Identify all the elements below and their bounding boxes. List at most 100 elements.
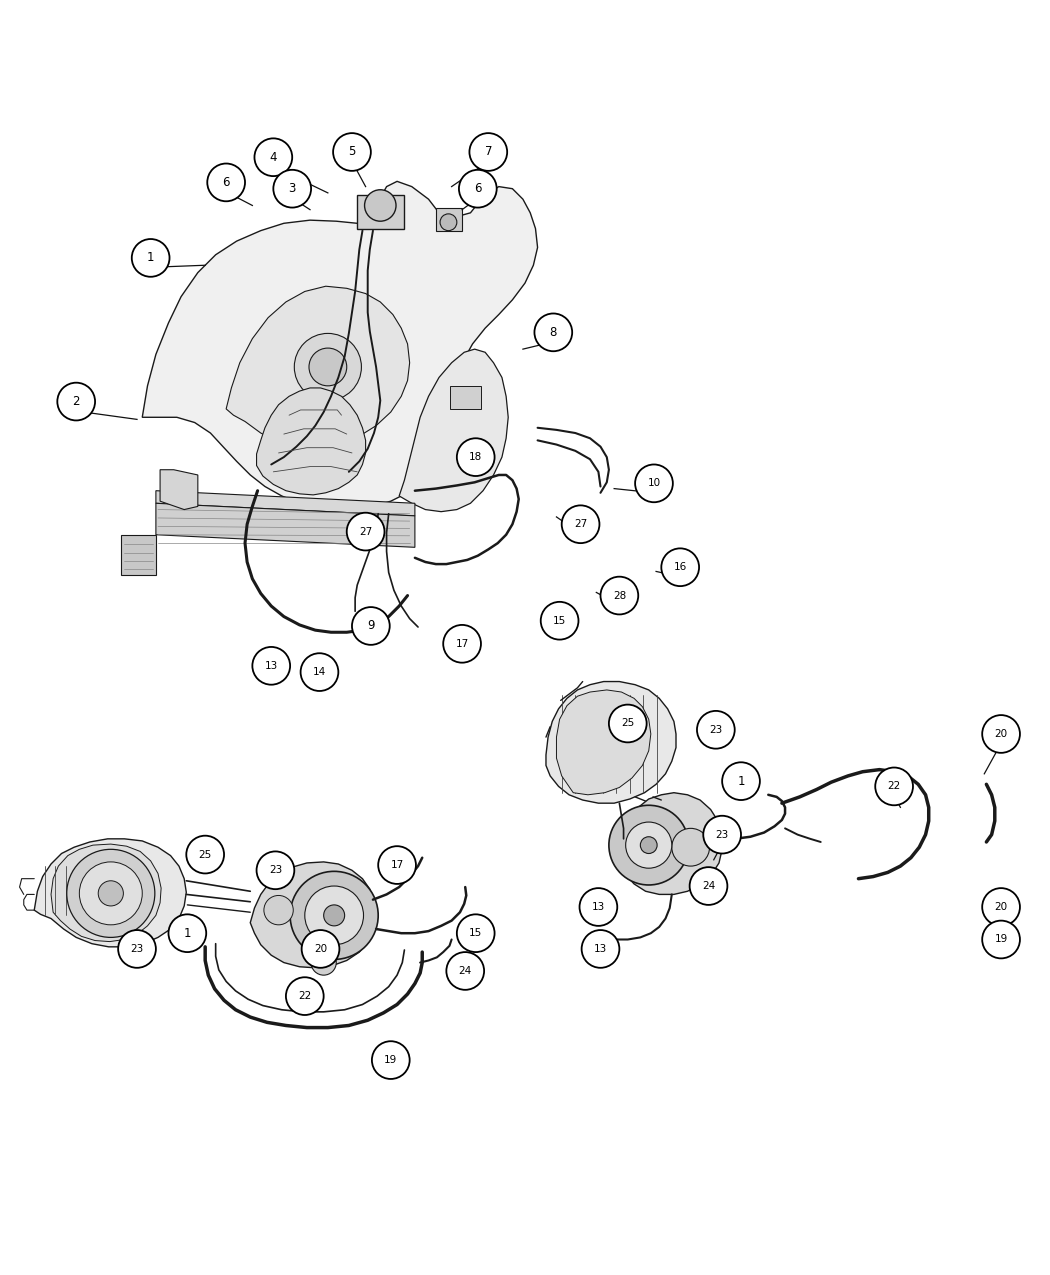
Circle shape <box>459 170 497 208</box>
Circle shape <box>580 889 617 926</box>
Polygon shape <box>122 534 155 575</box>
Text: 13: 13 <box>265 660 278 671</box>
Text: 7: 7 <box>484 145 492 158</box>
Circle shape <box>457 439 495 476</box>
Text: 27: 27 <box>574 519 587 529</box>
Polygon shape <box>160 469 197 510</box>
Circle shape <box>982 889 1020 926</box>
Circle shape <box>443 625 481 663</box>
Circle shape <box>609 806 689 885</box>
Polygon shape <box>51 844 161 942</box>
Circle shape <box>252 646 290 685</box>
Circle shape <box>601 576 638 615</box>
Circle shape <box>672 829 710 866</box>
Polygon shape <box>142 181 538 510</box>
Text: 14: 14 <box>313 667 327 677</box>
Circle shape <box>446 952 484 989</box>
Circle shape <box>690 867 728 905</box>
Circle shape <box>311 950 336 975</box>
Text: 3: 3 <box>289 182 296 195</box>
Text: 17: 17 <box>456 639 468 649</box>
Circle shape <box>346 513 384 551</box>
Text: 20: 20 <box>314 944 328 954</box>
Polygon shape <box>35 839 186 947</box>
Text: 2: 2 <box>72 395 80 408</box>
Circle shape <box>372 1042 410 1079</box>
Circle shape <box>722 762 760 799</box>
Bar <box>357 195 404 228</box>
Circle shape <box>440 214 457 231</box>
Bar <box>449 386 481 409</box>
Text: 1: 1 <box>737 775 744 788</box>
Text: 1: 1 <box>184 927 191 940</box>
Text: 17: 17 <box>391 861 403 870</box>
Text: 20: 20 <box>994 729 1008 740</box>
Circle shape <box>286 977 323 1015</box>
Circle shape <box>469 133 507 171</box>
Text: 23: 23 <box>715 830 729 840</box>
Circle shape <box>364 190 396 221</box>
Text: 27: 27 <box>359 527 373 537</box>
Circle shape <box>982 921 1020 959</box>
Circle shape <box>457 914 495 952</box>
Text: 16: 16 <box>673 562 687 572</box>
Circle shape <box>609 705 647 742</box>
Polygon shape <box>155 491 415 516</box>
Circle shape <box>704 816 741 853</box>
Text: 23: 23 <box>709 724 722 734</box>
Circle shape <box>309 348 346 386</box>
Circle shape <box>290 871 378 959</box>
Text: 5: 5 <box>349 145 356 158</box>
Text: 19: 19 <box>994 935 1008 945</box>
Text: 13: 13 <box>594 944 607 954</box>
Circle shape <box>378 847 416 884</box>
Circle shape <box>294 333 361 400</box>
Polygon shape <box>226 286 410 446</box>
Text: 25: 25 <box>198 849 212 859</box>
Circle shape <box>982 715 1020 752</box>
Text: 20: 20 <box>994 901 1008 912</box>
Circle shape <box>58 382 96 421</box>
Text: 22: 22 <box>887 782 901 792</box>
Circle shape <box>562 505 600 543</box>
Bar <box>436 208 462 231</box>
Circle shape <box>876 768 914 806</box>
Polygon shape <box>256 388 365 495</box>
Polygon shape <box>399 349 508 511</box>
Circle shape <box>207 163 245 201</box>
Circle shape <box>534 314 572 351</box>
Text: 15: 15 <box>553 616 566 626</box>
Text: 13: 13 <box>592 901 605 912</box>
Circle shape <box>131 238 169 277</box>
Text: 22: 22 <box>298 991 312 1001</box>
Circle shape <box>119 929 155 968</box>
Circle shape <box>626 822 672 868</box>
Text: 6: 6 <box>474 182 482 195</box>
Text: 9: 9 <box>368 620 375 632</box>
Circle shape <box>99 881 124 907</box>
Circle shape <box>67 849 154 937</box>
Circle shape <box>254 139 292 176</box>
Polygon shape <box>250 862 375 968</box>
Text: 28: 28 <box>613 590 626 601</box>
Text: 4: 4 <box>270 150 277 163</box>
Circle shape <box>273 170 311 208</box>
Text: 18: 18 <box>469 453 482 462</box>
Circle shape <box>301 929 339 968</box>
Circle shape <box>635 464 673 502</box>
Text: 6: 6 <box>223 176 230 189</box>
Circle shape <box>541 602 579 640</box>
Circle shape <box>264 895 293 924</box>
Polygon shape <box>546 682 676 803</box>
Circle shape <box>582 929 620 968</box>
Text: 1: 1 <box>147 251 154 264</box>
Circle shape <box>352 607 390 645</box>
Circle shape <box>186 835 224 873</box>
Circle shape <box>168 914 206 952</box>
Circle shape <box>80 862 142 924</box>
Circle shape <box>662 548 699 586</box>
Circle shape <box>697 711 735 748</box>
Text: 15: 15 <box>469 928 482 938</box>
Circle shape <box>333 133 371 171</box>
Text: 24: 24 <box>459 966 471 975</box>
